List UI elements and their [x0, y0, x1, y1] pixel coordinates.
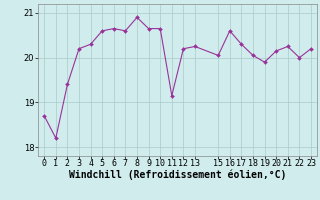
- X-axis label: Windchill (Refroidissement éolien,°C): Windchill (Refroidissement éolien,°C): [69, 170, 286, 180]
